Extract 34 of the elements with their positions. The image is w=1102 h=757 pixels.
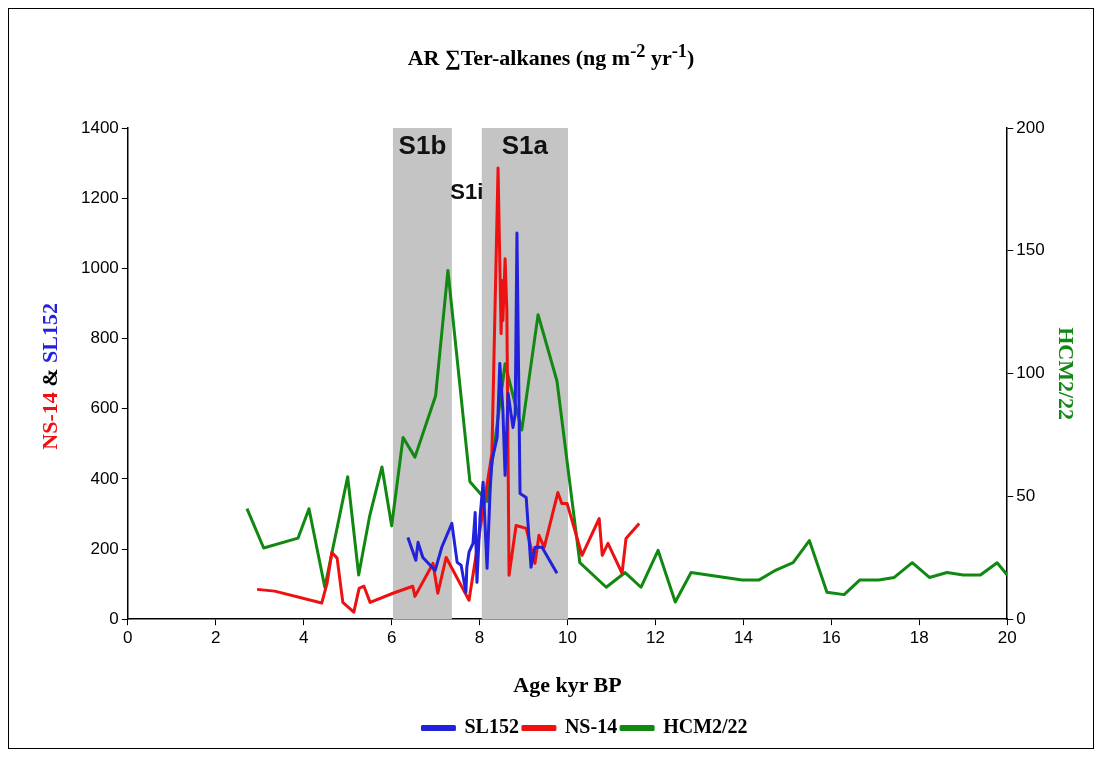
y-tick-label: 1400 (80, 117, 119, 137)
y2-tick-label: 150 (1016, 240, 1045, 260)
legend-label: SL152 (464, 715, 519, 738)
band-label: S1a (501, 130, 549, 161)
y2-axis-title: HCM2/22 (1054, 327, 1080, 421)
annotation: S1i (450, 179, 484, 205)
x-axis-title: Age kyr BP (513, 672, 622, 698)
x-tick-label: 18 (909, 628, 929, 648)
x-tick-label: 16 (821, 628, 841, 648)
x-tick-label: 20 (997, 628, 1017, 648)
band-label: S1b (398, 130, 447, 161)
y2-tick-label: 0 (1016, 608, 1026, 628)
y-axis-title: NS-14 & SL152 (36, 303, 62, 450)
y-tick-label: 600 (90, 398, 119, 418)
x-tick-label: 0 (123, 628, 133, 648)
y-tick-label: 200 (90, 538, 119, 558)
legend-label: HCM2/22 (663, 715, 748, 738)
x-tick-label: 4 (298, 628, 309, 648)
legend-label: NS-14 (564, 715, 618, 738)
y-tick-label: 0 (109, 608, 119, 628)
y2-tick-label: 100 (1016, 363, 1045, 383)
y2-tick-label: 50 (1016, 486, 1036, 506)
x-tick-label: 8 (474, 628, 485, 648)
x-tick-label: 6 (386, 628, 397, 648)
x-tick-label: 10 (558, 628, 577, 648)
x-tick-label: 12 (646, 628, 665, 648)
y-tick-label: 1000 (80, 258, 119, 278)
x-tick-label: 14 (733, 628, 753, 648)
y-tick-label: 400 (90, 468, 119, 488)
y-tick-label: 1200 (80, 187, 119, 207)
y-tick-label: 800 (90, 328, 119, 348)
x-tick-label: 2 (211, 628, 221, 648)
chart-title: AR ∑Ter-alkanes (ng m$^{-2}$ yr$^{-1}$) (406, 41, 696, 72)
y2-tick-label: 200 (1016, 117, 1045, 137)
